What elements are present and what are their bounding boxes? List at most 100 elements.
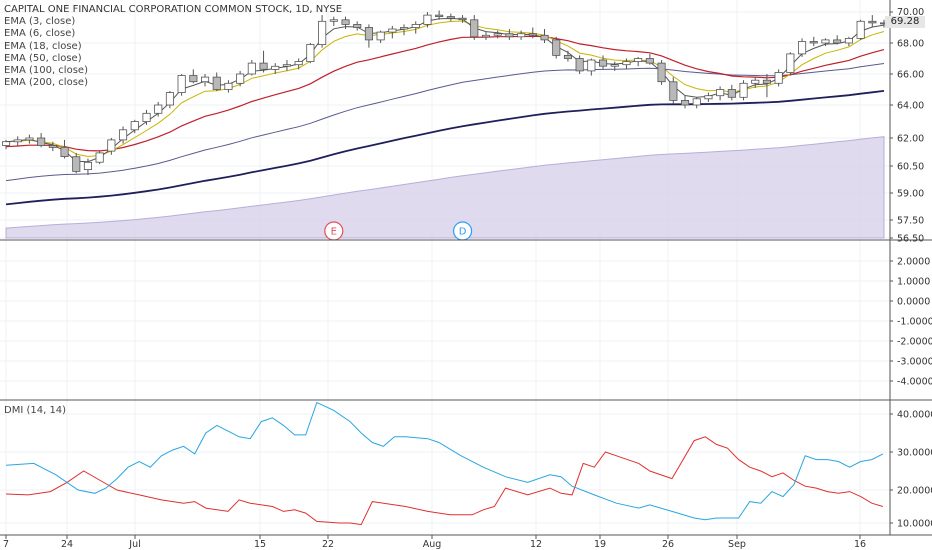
candle	[435, 14, 444, 18]
candle	[552, 39, 561, 56]
candle	[727, 89, 736, 98]
candle	[458, 17, 467, 21]
dmi-tick-label: 10.0000	[897, 519, 932, 530]
candle	[774, 72, 783, 84]
price-tick-label: 57.50	[897, 216, 924, 227]
candle	[294, 61, 303, 66]
candle	[563, 55, 572, 59]
candle	[716, 89, 725, 97]
candle	[645, 58, 654, 64]
ema-line-18	[5, 35, 885, 152]
candle	[83, 161, 93, 171]
candle	[622, 61, 631, 66]
price-tick-label: 62.00	[897, 134, 924, 145]
mid-tick-label: -4.0000	[897, 377, 932, 388]
price-tick-label: 66.00	[897, 70, 924, 81]
candle	[224, 82, 233, 90]
price-tick-label: 60.50	[897, 162, 924, 173]
candle	[528, 33, 537, 36]
price-tick-label: 64.00	[897, 101, 924, 112]
x-tick-label: 16	[854, 539, 866, 550]
candle	[212, 76, 221, 90]
price-tick-label: 56.50	[897, 234, 924, 245]
candle	[388, 28, 397, 33]
dmi-tick-label: 40.0000	[897, 410, 932, 421]
dmi-minus-line	[5, 436, 884, 526]
candle	[60, 146, 69, 158]
candle	[833, 39, 842, 44]
candle	[177, 75, 186, 94]
ema-line-6	[5, 20, 885, 158]
legend-ema-3: EMA (3, close)	[4, 16, 76, 28]
candle	[353, 23, 362, 28]
candle	[48, 145, 57, 148]
candle	[446, 16, 455, 19]
mid-tick-label: 1.0000	[897, 277, 930, 288]
candle	[423, 14, 432, 25]
legend-ema-200: EMA (200, close)	[4, 77, 88, 89]
ema-200-fill	[5, 136, 885, 239]
candle	[72, 156, 81, 172]
legend-ema-50: EMA (50, close)	[4, 52, 82, 64]
candle	[130, 121, 139, 131]
x-tick-label: 15	[254, 539, 266, 550]
candle	[868, 20, 877, 24]
candle	[259, 62, 268, 70]
candle	[809, 41, 818, 44]
candle	[821, 39, 830, 44]
candle	[657, 62, 666, 83]
price-tick-label: 70.00	[897, 7, 924, 18]
legend-ema-100: EMA (100, close)	[4, 65, 88, 77]
candle	[25, 137, 34, 141]
candle	[189, 75, 198, 83]
candle	[282, 64, 291, 67]
x-tick-label: 22	[322, 539, 334, 550]
dmi-legend: DMI (14, 14)	[4, 405, 67, 416]
candle	[540, 34, 549, 41]
chart-title: CAPITAL ONE FINANCIAL CORPORATION COMMON…	[4, 4, 343, 15]
mid-tick-label: -3.0000	[897, 357, 932, 368]
mid-tick-label: 0.0000	[897, 297, 930, 308]
x-tick-label: 26	[662, 539, 674, 550]
axis-labels: 68.00 66.00 64.00 62.00 60.50 59.00 57.50 56.50…	[3, 7, 932, 550]
legend-ema-18: EMA (18, close)	[4, 40, 82, 52]
dmi-tick-label: 20.0000	[897, 486, 932, 497]
mid-tick-label: -2.0000	[897, 337, 932, 348]
candle	[470, 19, 479, 38]
event-label: E	[331, 227, 337, 238]
candle	[2, 141, 11, 146]
candle	[341, 19, 350, 25]
legend-ema-6: EMA (6, close)	[4, 28, 76, 40]
dmi-plus-line	[5, 401, 884, 521]
candle	[786, 53, 795, 73]
candle	[236, 73, 245, 84]
event-label: D	[459, 227, 467, 238]
candle	[271, 65, 280, 70]
ema-line-3	[5, 17, 885, 163]
candle	[95, 152, 104, 163]
candle	[154, 104, 163, 114]
candle	[575, 58, 584, 72]
x-tick-label: 7	[3, 539, 9, 550]
candle	[399, 27, 409, 30]
candle	[493, 33, 502, 36]
candle	[411, 23, 420, 28]
candle	[762, 79, 771, 84]
x-tick-label: Jul	[128, 539, 140, 550]
price-tick-label: 59.00	[897, 189, 924, 200]
candle	[751, 79, 760, 84]
candle	[306, 44, 315, 63]
dmi-lines	[5, 401, 884, 526]
candle	[329, 19, 338, 22]
candle	[142, 112, 151, 123]
candle	[856, 20, 865, 39]
candle	[505, 33, 514, 38]
candle	[599, 59, 608, 67]
candlesticks	[2, 10, 889, 175]
price-tick-label: 68.00	[897, 39, 924, 50]
ema-200-area	[5, 136, 885, 239]
ema-line-50	[5, 63, 885, 182]
